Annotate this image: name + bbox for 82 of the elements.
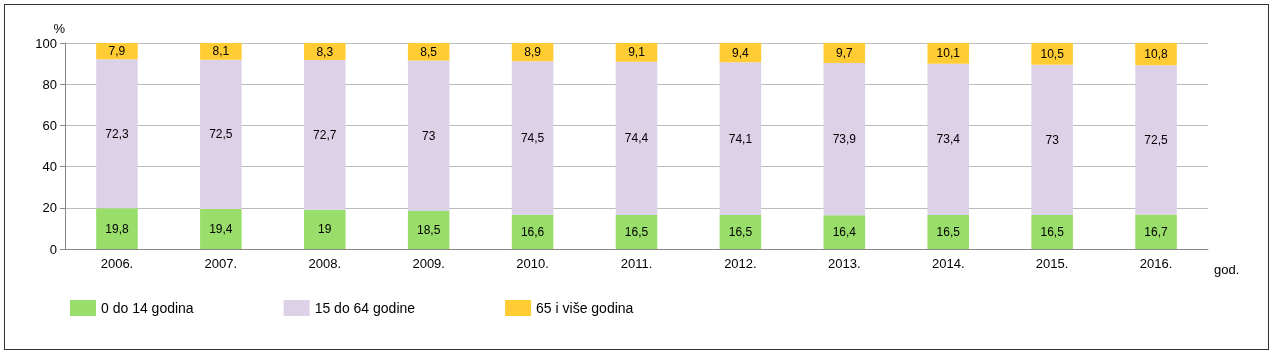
data-label: 74,1 [728, 131, 753, 146]
data-label: 16,5 [624, 225, 649, 240]
bar [1031, 64, 1073, 216]
bar [823, 43, 866, 63]
bar [511, 214, 554, 249]
data-label: 74,4 [624, 131, 649, 146]
bar [615, 61, 658, 216]
bar [615, 43, 658, 62]
bar [96, 208, 138, 249]
data-label: 73,9 [832, 132, 857, 147]
y-tick-label: 100 [35, 35, 57, 51]
bar [407, 60, 450, 211]
bar [719, 62, 762, 216]
x-tick-label: 2014. [931, 256, 965, 271]
data-label: 8,5 [420, 44, 438, 59]
data-label: 10,1 [936, 46, 961, 61]
y-tick-label: 0 [49, 241, 57, 257]
bar [303, 60, 346, 210]
data-label: 72,7 [313, 127, 337, 142]
data-label: 19 [318, 222, 332, 237]
data-label: 16,5 [936, 225, 961, 240]
x-tick-label: 2016. [1139, 256, 1173, 271]
bar [96, 59, 138, 209]
bar [823, 62, 866, 216]
bar [1031, 43, 1073, 65]
bar [927, 215, 970, 249]
bar [511, 61, 554, 215]
data-label: 9,7 [835, 45, 853, 60]
bar [615, 215, 658, 249]
bar [303, 209, 346, 249]
bar [823, 215, 866, 249]
x-tick-label: 2012. [724, 256, 757, 271]
x-tick-label: 2008. [308, 256, 342, 271]
y-tick-label: 60 [42, 117, 57, 133]
data-label: 73,4 [936, 132, 961, 147]
data-label: 72,3 [105, 126, 129, 141]
legend-label: 15 do 64 godine [314, 300, 416, 316]
bar [407, 210, 450, 249]
data-label: 73 [422, 128, 436, 143]
y-tick-label: 40 [42, 159, 57, 175]
bar [719, 215, 762, 249]
bar [200, 43, 242, 60]
data-label: 16,4 [832, 225, 857, 240]
data-label: 8,1 [212, 44, 230, 59]
data-label: 19,8 [105, 221, 129, 236]
y-tick-label: 20 [42, 200, 57, 216]
data-label: 18,5 [417, 222, 441, 237]
bar [927, 63, 970, 216]
x-tick-label: 2015. [1035, 256, 1069, 271]
x-tick-label: 2006. [100, 256, 134, 271]
bar [927, 43, 970, 64]
data-label: 7,9 [108, 44, 126, 59]
x-tick-label: 2007. [204, 256, 238, 271]
data-label: 72,5 [209, 127, 233, 142]
bar [1135, 65, 1177, 215]
x-axis-title: god. [1214, 262, 1240, 277]
data-label: 19,4 [209, 222, 233, 237]
x-tick-label: 2013. [828, 256, 861, 271]
bar [1135, 214, 1177, 249]
x-tick-label: 2009. [412, 256, 445, 271]
y-axis-title: % [53, 21, 66, 36]
x-tick-label: 2010. [516, 256, 549, 271]
data-label: 16,5 [728, 225, 753, 240]
data-label: 10,8 [1144, 47, 1169, 62]
legend-label: 0 do 14 godina [101, 300, 194, 316]
bar [1031, 215, 1073, 249]
data-label: 72,5 [1144, 132, 1169, 147]
data-label: 10,5 [1040, 46, 1065, 61]
legend-label: 65 i više godina [536, 300, 634, 316]
x-tick-label: 2011. [620, 256, 653, 271]
data-label: 8,9 [524, 45, 542, 60]
bar [200, 59, 242, 210]
data-label: 9,4 [732, 45, 750, 60]
data-label: 16,5 [1040, 225, 1065, 240]
data-label: 74,5 [520, 131, 545, 146]
data-label: 8,3 [316, 44, 334, 59]
y-tick-label: 80 [42, 76, 57, 92]
data-label: 73 [1045, 132, 1060, 147]
data-label: 16,7 [1144, 224, 1169, 239]
bar [200, 209, 242, 249]
data-label: 9,1 [628, 45, 646, 60]
data-label: 16,6 [520, 224, 545, 239]
